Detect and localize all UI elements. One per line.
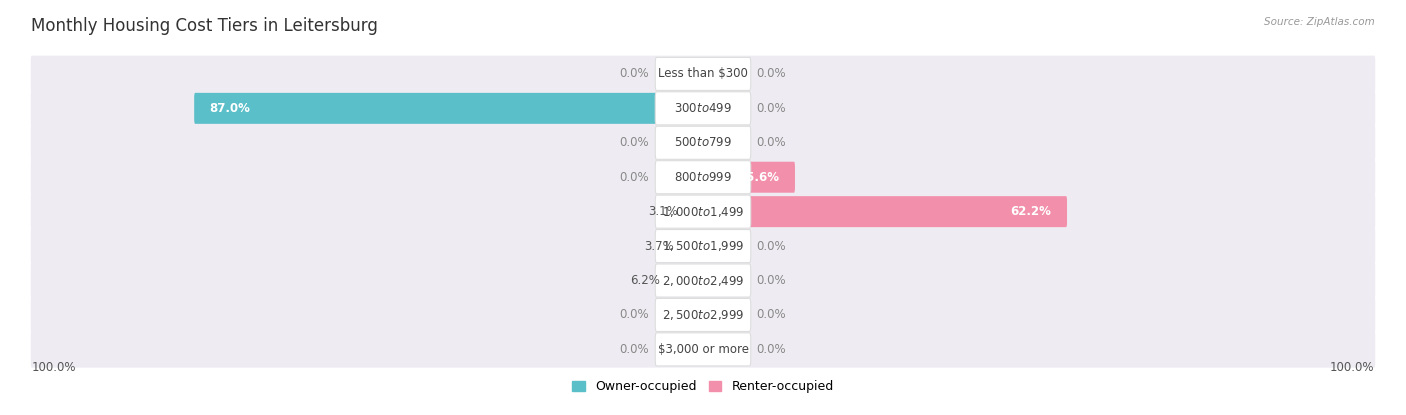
Text: 0.0%: 0.0% <box>756 343 786 356</box>
Text: $800 to $999: $800 to $999 <box>673 171 733 184</box>
Text: 100.0%: 100.0% <box>1330 361 1375 374</box>
FancyBboxPatch shape <box>702 127 733 158</box>
FancyBboxPatch shape <box>655 92 751 125</box>
Text: 6.2%: 6.2% <box>630 274 659 287</box>
FancyBboxPatch shape <box>31 297 1375 333</box>
Text: Source: ZipAtlas.com: Source: ZipAtlas.com <box>1264 17 1375 27</box>
Text: 0.0%: 0.0% <box>756 274 786 287</box>
Text: $300 to $499: $300 to $499 <box>673 102 733 115</box>
FancyBboxPatch shape <box>655 229 751 263</box>
FancyBboxPatch shape <box>655 195 751 228</box>
FancyBboxPatch shape <box>673 127 704 158</box>
FancyBboxPatch shape <box>673 300 704 330</box>
Text: 0.0%: 0.0% <box>756 308 786 322</box>
Text: 62.2%: 62.2% <box>1011 205 1052 218</box>
FancyBboxPatch shape <box>31 193 1375 230</box>
Text: 15.6%: 15.6% <box>738 171 779 184</box>
FancyBboxPatch shape <box>31 331 1375 368</box>
Text: Monthly Housing Cost Tiers in Leitersburg: Monthly Housing Cost Tiers in Leitersbur… <box>31 17 378 34</box>
FancyBboxPatch shape <box>702 265 733 296</box>
FancyBboxPatch shape <box>673 59 704 89</box>
FancyBboxPatch shape <box>655 333 751 366</box>
Text: 0.0%: 0.0% <box>620 171 650 184</box>
Text: $2,500 to $2,999: $2,500 to $2,999 <box>662 308 744 322</box>
Text: Less than $300: Less than $300 <box>658 67 748 81</box>
FancyBboxPatch shape <box>31 124 1375 161</box>
Text: 3.7%: 3.7% <box>644 239 675 253</box>
Text: 0.0%: 0.0% <box>756 102 786 115</box>
Text: $2,000 to $2,499: $2,000 to $2,499 <box>662 273 744 288</box>
Text: $500 to $799: $500 to $799 <box>673 136 733 149</box>
FancyBboxPatch shape <box>31 56 1375 92</box>
Legend: Owner-occupied, Renter-occupied: Owner-occupied, Renter-occupied <box>572 380 834 393</box>
Text: 0.0%: 0.0% <box>620 67 650 81</box>
Text: $3,000 or more: $3,000 or more <box>658 343 748 356</box>
FancyBboxPatch shape <box>673 334 704 365</box>
FancyBboxPatch shape <box>655 126 751 159</box>
FancyBboxPatch shape <box>194 93 704 124</box>
FancyBboxPatch shape <box>31 228 1375 264</box>
FancyBboxPatch shape <box>655 57 751 90</box>
Text: 100.0%: 100.0% <box>31 361 76 374</box>
FancyBboxPatch shape <box>655 264 751 297</box>
FancyBboxPatch shape <box>673 162 704 193</box>
FancyBboxPatch shape <box>702 93 733 124</box>
FancyBboxPatch shape <box>681 231 704 261</box>
FancyBboxPatch shape <box>702 196 1067 227</box>
FancyBboxPatch shape <box>702 300 733 330</box>
FancyBboxPatch shape <box>702 162 794 193</box>
FancyBboxPatch shape <box>31 262 1375 299</box>
FancyBboxPatch shape <box>702 59 733 89</box>
Text: 3.1%: 3.1% <box>648 205 678 218</box>
FancyBboxPatch shape <box>702 334 733 365</box>
Text: $1,500 to $1,999: $1,500 to $1,999 <box>662 239 744 253</box>
FancyBboxPatch shape <box>685 196 704 227</box>
Text: $1,000 to $1,499: $1,000 to $1,499 <box>662 205 744 219</box>
FancyBboxPatch shape <box>702 231 733 261</box>
FancyBboxPatch shape <box>655 298 751 332</box>
Text: 0.0%: 0.0% <box>756 67 786 81</box>
Text: 0.0%: 0.0% <box>620 308 650 322</box>
Text: 0.0%: 0.0% <box>756 136 786 149</box>
Text: 87.0%: 87.0% <box>209 102 250 115</box>
FancyBboxPatch shape <box>655 161 751 194</box>
Text: 0.0%: 0.0% <box>756 239 786 253</box>
Text: 0.0%: 0.0% <box>620 136 650 149</box>
FancyBboxPatch shape <box>31 90 1375 127</box>
FancyBboxPatch shape <box>666 265 704 296</box>
Text: 0.0%: 0.0% <box>620 343 650 356</box>
FancyBboxPatch shape <box>31 159 1375 195</box>
